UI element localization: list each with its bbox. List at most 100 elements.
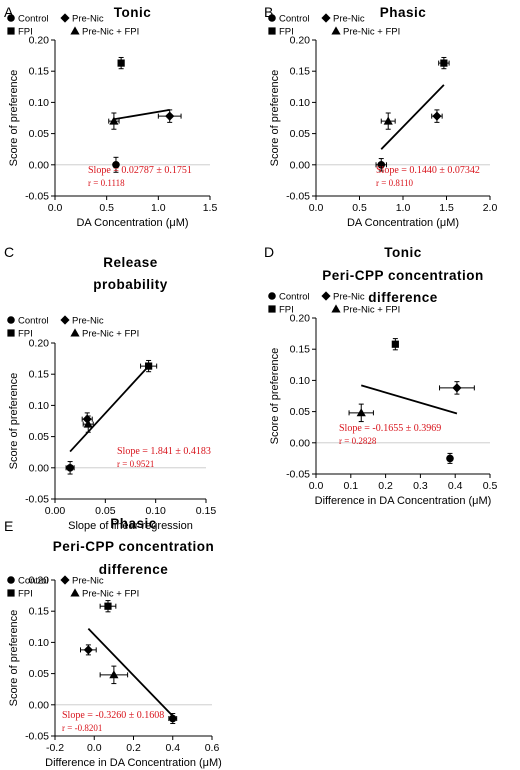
legend-fpi-label: FPI: [279, 305, 294, 316]
x-tick-label: 0.05: [95, 505, 116, 517]
legend-fpi-marker: [7, 27, 15, 35]
panel-letter-c: C: [4, 244, 14, 260]
y-tick-label: 0.05: [29, 668, 50, 680]
y-tick-label: 0.15: [290, 344, 311, 356]
x-tick-label: 0.1: [343, 480, 358, 492]
y-tick-label: 0.05: [290, 406, 311, 418]
legend-prenic-fpi-label: Pre-Nic + FPI: [343, 305, 400, 316]
legend-fpi-marker: [7, 329, 15, 337]
x-tick-label: 1.0: [396, 202, 411, 214]
slope-annotation: Slope = 0.1440 ± 0.07342: [376, 165, 480, 176]
slope-annotation: Slope = -0.1655 ± 0.3969: [339, 423, 441, 434]
y-tick-label: 0.15: [290, 66, 311, 78]
legend-fpi-label: FPI: [18, 329, 33, 340]
chart-panel-e: E Phasic Peri-CPP concentration difference C…: [4, 516, 222, 769]
legend-control-marker: [7, 576, 15, 584]
x-tick-label: 0.4: [165, 742, 180, 754]
x-tick-label: 1.5: [203, 202, 218, 214]
data-point-prenic: [432, 111, 442, 121]
legend-fpi-label: FPI: [18, 589, 33, 600]
legend-prenic-marker: [60, 315, 70, 325]
legend-control-label: Control: [18, 576, 49, 587]
x-tick-label: 0.5: [483, 480, 498, 492]
chart-title-a-line-1: Tonic: [114, 5, 152, 20]
x-tick-label: 0.0: [309, 202, 324, 214]
y-tick-label: 0.15: [29, 369, 50, 381]
data-point-prenic-fpi: [383, 116, 393, 125]
data-point-fpi: [145, 362, 153, 370]
x-tick-label: 0.15: [196, 505, 217, 517]
y-tick-label: 0.10: [29, 97, 50, 109]
y-tick-label: -0.05: [25, 731, 49, 743]
x-tick-label: 0.4: [448, 480, 463, 492]
chart-title-e-line-1: Phasic: [110, 516, 157, 531]
legend-fpi-marker: [268, 305, 276, 313]
y-tick-label: 0.10: [290, 375, 311, 387]
legend-prenic-marker: [60, 575, 70, 585]
y-tick-label: 0.00: [290, 437, 311, 449]
data-point-fpi: [391, 340, 399, 348]
legend-prenic-fpi-marker: [70, 26, 80, 35]
chart-title-c-line-2: probability: [93, 277, 168, 292]
panel-letter-a: A: [4, 4, 14, 20]
x-tick-label: 0.0: [48, 202, 63, 214]
regression-line: [113, 109, 170, 121]
slope-annotation: Slope = -0.3260 ± 0.1608: [62, 710, 164, 721]
legend-control-label: Control: [279, 14, 310, 25]
legend-prenic-marker: [321, 13, 331, 23]
data-point-control: [66, 464, 74, 472]
r-annotation: r = -0.8201: [62, 723, 102, 733]
y-tick-label: 0.05: [29, 431, 50, 443]
legend-prenic-marker: [60, 13, 70, 23]
legend-control-marker: [268, 292, 276, 300]
legend-control-label: Control: [18, 14, 49, 25]
legend-prenic-fpi-label: Pre-Nic + FPI: [82, 27, 139, 38]
y-tick-label: 0.15: [29, 66, 50, 78]
y-tick-label: -0.05: [286, 469, 310, 481]
data-point-control: [446, 454, 454, 463]
y-tick-label: 0.10: [290, 97, 311, 109]
chart-title-e-line-3: difference: [99, 562, 169, 577]
y-tick-label: -0.05: [25, 494, 49, 506]
legend-prenic-label: Pre-Nic: [72, 14, 104, 25]
x-tick-label: 1.5: [439, 202, 454, 214]
chart-title-d-line-1: Tonic: [384, 245, 422, 260]
legend-prenic-label: Pre-Nic: [72, 316, 104, 327]
data-point-prenic: [452, 383, 462, 393]
y-tick-label: -0.05: [25, 191, 49, 203]
x-tick-label: 0.00: [45, 505, 66, 517]
chart-title-d-line-2: Peri-CPP concentration: [322, 268, 484, 283]
y-tick-label: -0.05: [286, 191, 310, 203]
data-point-fpi: [104, 602, 112, 610]
y-axis-label: Score of preference: [269, 348, 281, 445]
x-tick-label: 0.5: [99, 202, 114, 214]
y-axis-label: Score of preference: [269, 70, 281, 167]
regression-line: [69, 365, 150, 453]
x-tick-label: -0.2: [46, 742, 64, 754]
r-annotation: r = 0.9521: [117, 459, 154, 469]
legend-prenic-label: Pre-Nic: [333, 14, 365, 25]
y-tick-label: 0.15: [29, 606, 50, 618]
y-tick-label: 0.10: [29, 400, 50, 412]
legend-prenic-label: Pre-Nic: [333, 292, 365, 303]
legend-prenic-label: Pre-Nic: [72, 576, 104, 587]
x-axis-label: Difference in DA Concentration (μM): [45, 757, 222, 769]
data-point-control: [168, 714, 177, 723]
data-point-fpi: [117, 59, 125, 67]
legend-prenic-fpi-label: Pre-Nic + FPI: [82, 589, 139, 600]
y-axis-label: Score of preference: [8, 70, 20, 167]
legend-control-label: Control: [18, 316, 49, 327]
y-tick-label: 0.20: [290, 313, 311, 325]
y-tick-label: 0.00: [29, 159, 50, 171]
legend-fpi-marker: [268, 27, 276, 35]
chart-panel-a: A Tonic Control Pre-Nic FPI Pre-Nic + FPI -0.0…: [4, 4, 217, 229]
slope-annotation: Slope = 0.02787 ± 0.1751: [88, 165, 192, 176]
chart-title-b-line-1: Phasic: [380, 5, 427, 20]
data-point-fpi: [440, 59, 448, 67]
legend-prenic-marker: [321, 291, 331, 301]
r-annotation: r = 0.8110: [376, 178, 413, 188]
r-annotation: r = 0.1118: [88, 178, 125, 188]
x-tick-label: 0.6: [205, 742, 220, 754]
legend-control-marker: [268, 14, 276, 22]
